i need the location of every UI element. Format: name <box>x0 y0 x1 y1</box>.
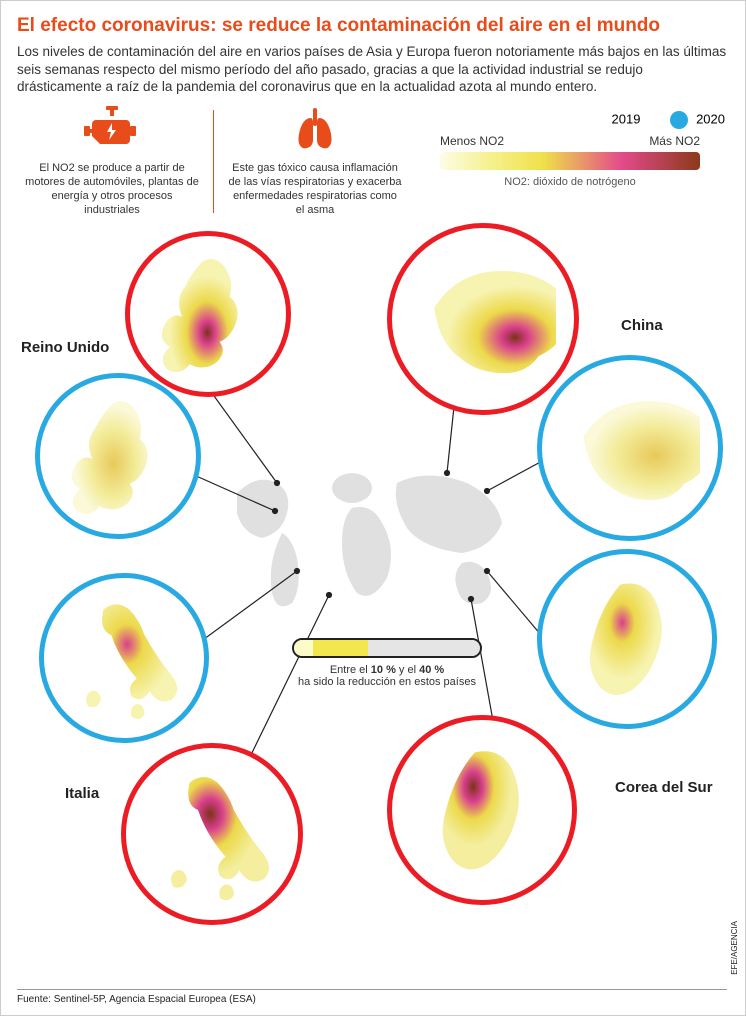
reduction-bar <box>292 638 482 658</box>
circle-italy-2020 <box>39 573 209 743</box>
circle-korea-2020 <box>537 549 717 729</box>
circle-korea-2019 <box>387 715 577 905</box>
reduction-text-c: ha sido la reducción en estos países <box>298 676 476 688</box>
label-uk: Reino Unido <box>21 339 109 356</box>
lungs-icon <box>287 106 343 152</box>
label-italy: Italia <box>65 785 99 802</box>
label-china: China <box>621 317 663 334</box>
divider <box>213 110 214 214</box>
circle-china-2020 <box>537 355 723 541</box>
reduction-text-a: Entre el <box>330 664 371 676</box>
gradient-bar <box>440 152 700 170</box>
legend-2020: 2020 <box>670 111 725 129</box>
circle-uk-2020 <box>35 373 201 539</box>
legend-2020-label: 2020 <box>696 111 725 126</box>
year-legend: 2019 2020 <box>586 111 725 129</box>
main-figure: Entre el 10 % y el 40 % ha sido la reduc… <box>17 223 729 943</box>
legend-2019: 2019 <box>586 111 641 129</box>
legend-2019-label: 2019 <box>612 111 641 126</box>
label-korea: Corea del Sur <box>615 779 713 796</box>
info-engine-text: El NO2 se produce a partir de motores de… <box>25 162 199 217</box>
gradient-right-label: Más NO2 <box>649 134 700 148</box>
circle-china-2019 <box>387 223 579 415</box>
dot-2020 <box>670 111 688 129</box>
reduction-low: 10 % <box>371 664 396 676</box>
gradient-caption: NO2: dióxido de notrógeno <box>440 176 700 188</box>
gradient-left-label: Menos NO2 <box>440 134 504 148</box>
engine-icon <box>84 106 140 152</box>
reduction-high: 40 % <box>419 664 444 676</box>
page-title: El efecto coronavirus: se reduce la cont… <box>17 15 729 37</box>
source: Fuente: Sentinel-5P, Agencia Espacial Eu… <box>17 989 727 1005</box>
circle-italy-2019 <box>121 743 303 925</box>
info-engine: El NO2 se produce a partir de motores de… <box>17 106 207 218</box>
credit: EFE/AGENCIA <box>730 921 739 975</box>
dot-2019 <box>586 111 604 129</box>
reduction-text-b: y el <box>396 664 419 676</box>
info-lungs: Este gas tóxico causa inflamación de las… <box>220 106 410 218</box>
page-subtitle: Los niveles de contaminación del aire en… <box>17 43 729 96</box>
reduction-box: Entre el 10 % y el 40 % ha sido la reduc… <box>287 638 487 688</box>
info-lungs-text: Este gas tóxico causa inflamación de las… <box>228 162 402 217</box>
circle-uk-2019 <box>125 231 291 397</box>
